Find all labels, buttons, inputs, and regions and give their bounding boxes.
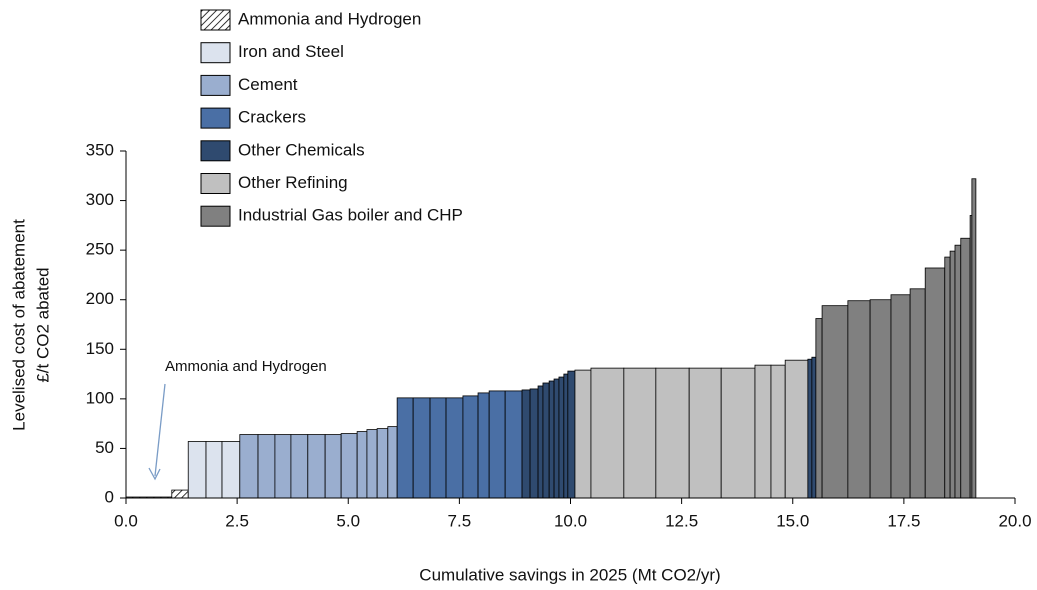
bar xyxy=(949,250,956,499)
bar xyxy=(623,367,657,499)
y-axis-label: Levelised cost of abatement xyxy=(9,219,28,431)
bar xyxy=(909,288,926,499)
bar xyxy=(815,318,823,499)
x-tick-label: 7.5 xyxy=(448,511,472,530)
bar xyxy=(537,385,544,499)
y-tick-label: 0 xyxy=(105,487,114,506)
y-axis-label: £/t CO2 abated xyxy=(33,267,52,382)
bar xyxy=(488,390,506,499)
x-tick-label: 0.0 xyxy=(114,511,138,530)
x-tick-label: 2.5 xyxy=(225,511,249,530)
legend-swatch xyxy=(200,9,231,31)
bar xyxy=(720,367,756,499)
bar xyxy=(340,433,358,499)
bar xyxy=(290,434,309,499)
x-tick-label: 20.0 xyxy=(998,511,1031,530)
bar xyxy=(574,369,592,499)
legend-swatch xyxy=(200,140,231,162)
bar xyxy=(960,237,971,499)
annotation-arrow xyxy=(154,383,166,477)
bar xyxy=(567,370,576,499)
bar xyxy=(307,434,326,499)
bar xyxy=(387,426,398,499)
y-tick-label: 350 xyxy=(86,140,114,159)
bar xyxy=(821,305,849,499)
bar xyxy=(807,358,813,499)
annotation-arrowhead xyxy=(148,467,161,481)
bar xyxy=(324,434,342,499)
bar xyxy=(221,441,241,499)
x-tick-label: 15.0 xyxy=(776,511,809,530)
annotation: Ammonia and Hydrogen xyxy=(165,358,327,375)
legend-label: Other Refining xyxy=(238,173,348,192)
bar xyxy=(890,294,911,499)
y-tick-label: 150 xyxy=(86,339,114,358)
legend-label: Other Chemicals xyxy=(238,140,365,159)
bar xyxy=(954,244,962,499)
bar xyxy=(366,429,378,499)
bar xyxy=(542,382,550,499)
legend-label: Crackers xyxy=(238,108,306,127)
y-tick-label: 250 xyxy=(86,240,114,259)
bar xyxy=(971,178,977,499)
bar xyxy=(376,428,389,499)
x-tick-label: 5.0 xyxy=(336,511,360,530)
bar xyxy=(356,431,368,499)
legend-swatch xyxy=(200,42,231,64)
bar xyxy=(257,434,276,499)
legend-label: Ammonia and Hydrogen xyxy=(238,9,421,28)
bar xyxy=(521,389,531,499)
bar xyxy=(784,359,809,499)
legend-swatch xyxy=(200,74,231,96)
bar xyxy=(274,434,292,499)
bar xyxy=(563,373,569,499)
x-axis-label: Cumulative savings in 2025 (Mt CO2/yr) xyxy=(419,565,720,584)
bar xyxy=(412,397,431,499)
y-tick-label: 50 xyxy=(95,438,114,457)
bar xyxy=(239,434,259,499)
bar xyxy=(869,299,892,499)
bar xyxy=(847,300,871,499)
bar xyxy=(477,392,490,499)
bar xyxy=(187,441,207,499)
bar xyxy=(429,397,447,499)
x-tick-label: 12.5 xyxy=(665,511,698,530)
y-tick-label: 200 xyxy=(86,289,114,308)
bar xyxy=(171,489,189,499)
y-tick-label: 300 xyxy=(86,190,114,209)
bar xyxy=(924,267,946,499)
legend-label: Cement xyxy=(238,75,298,94)
bar xyxy=(553,378,560,499)
legend-swatch xyxy=(200,173,231,194)
bar xyxy=(396,397,414,499)
legend-label: Industrial Gas boiler and CHP xyxy=(238,206,463,225)
bar xyxy=(205,441,223,499)
bar xyxy=(754,364,772,499)
bar xyxy=(944,256,951,499)
bar xyxy=(548,380,555,499)
bar xyxy=(590,367,625,499)
bar xyxy=(529,388,539,499)
bar xyxy=(445,397,464,499)
legend-label: Iron and Steel xyxy=(238,42,344,61)
legend-swatch xyxy=(200,107,231,129)
bar xyxy=(558,376,565,499)
x-tick-label: 10.0 xyxy=(554,511,587,530)
x-tick-label: 17.5 xyxy=(887,511,920,530)
y-tick-label: 100 xyxy=(86,388,114,407)
bar xyxy=(462,395,479,499)
bar xyxy=(504,390,523,499)
bar xyxy=(688,367,722,499)
bar xyxy=(655,367,690,499)
bar xyxy=(770,364,786,499)
bar xyxy=(811,356,817,499)
legend-swatch xyxy=(200,205,231,227)
